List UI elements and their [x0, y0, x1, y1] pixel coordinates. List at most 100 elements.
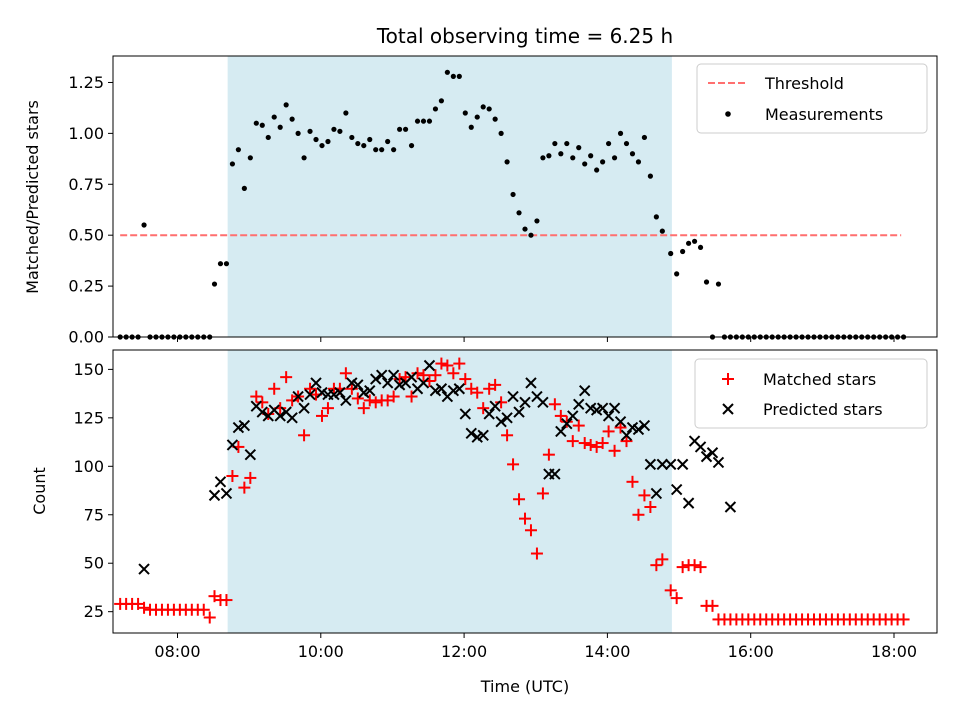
predicted-star-point — [477, 429, 489, 441]
predicted-star-point — [453, 383, 466, 395]
matched-star-point — [566, 435, 579, 448]
predicted-star-point — [614, 416, 627, 428]
measurement-point — [653, 214, 659, 220]
matched-star-point — [656, 553, 669, 566]
measurement-point — [715, 281, 722, 287]
predicted-star-point — [495, 416, 507, 428]
predicted-star-point — [602, 410, 615, 422]
y-tick-label: 50 — [84, 554, 104, 573]
matched-star-point — [369, 396, 382, 409]
measurement-point — [235, 147, 241, 153]
predicted-star-point — [620, 429, 633, 441]
predicted-star-point — [489, 400, 501, 412]
legend-predicted-label: Predicted stars — [763, 400, 883, 419]
measurement-point — [438, 98, 445, 104]
ratio-panel-y-axis-label: Matched/Predicted stars — [23, 100, 42, 294]
measurement-point — [480, 104, 486, 110]
matched-star-point — [620, 435, 633, 448]
predicted-star-point — [310, 377, 322, 389]
y-tick-label: 25 — [84, 602, 104, 621]
matched-star-point — [405, 390, 418, 403]
predicted-star-point — [644, 458, 657, 471]
predicted-star-point — [596, 402, 609, 414]
measurement-point — [325, 138, 331, 145]
measurement-point — [408, 142, 415, 149]
measurement-point — [391, 147, 397, 153]
predicted-star-point — [256, 406, 268, 418]
predicted-star-point — [525, 377, 537, 389]
matched-star-point — [602, 425, 615, 438]
matched-star-point — [238, 481, 251, 494]
measurement-point — [686, 240, 692, 246]
legend-predicted-swatch — [722, 403, 734, 415]
count-panel-frame — [112, 349, 938, 634]
measurement-point — [668, 250, 674, 257]
measurement-point — [534, 218, 540, 224]
y-tick-label: 75 — [84, 505, 104, 524]
measurement-point — [468, 124, 474, 130]
ratio-panel-legend-box — [696, 63, 928, 134]
matched-star-point — [357, 402, 370, 415]
count-panel-x-ticks: 08:00 10:00 12:00 14:00 16:00 18:00 — [154, 633, 917, 661]
matched-star-point — [501, 429, 514, 442]
measurement-point — [307, 128, 313, 134]
matched-star-point — [676, 561, 689, 574]
predicted-star-point — [208, 489, 221, 502]
measurement-point — [486, 106, 492, 112]
count-panel-y-axis-label: Count — [30, 467, 49, 515]
matched-star-point — [447, 367, 460, 380]
matched-star-point — [664, 584, 677, 597]
measurement-point — [546, 153, 552, 159]
measurement-point — [528, 232, 534, 238]
predicted-star-point — [352, 379, 364, 391]
measurement-point — [516, 210, 522, 216]
matched-star-point — [706, 599, 719, 612]
matched-star-point — [256, 396, 269, 409]
measurement-point — [247, 155, 253, 161]
matched-star-point — [339, 367, 352, 380]
measurement-point — [600, 159, 606, 165]
predicted-star-point — [405, 371, 418, 383]
legend-measurements-label: Measurements — [765, 105, 883, 124]
x-tick-label: 16:00 — [728, 642, 774, 661]
measurement-point — [456, 73, 462, 79]
matched-star-point — [298, 429, 311, 442]
measurement-point — [331, 126, 337, 132]
x-tick-label: 14:00 — [584, 642, 630, 661]
predicted-star-point — [292, 390, 304, 403]
predicted-star-point — [483, 408, 495, 420]
matched-star-point — [554, 409, 567, 422]
measurement-point — [277, 124, 283, 130]
matched-star-point — [280, 371, 293, 384]
measurement-point — [611, 155, 618, 161]
measurement-point — [402, 126, 409, 132]
measurement-point — [450, 73, 456, 79]
y-tick-label: 1.25 — [68, 73, 104, 92]
matched-star-point — [495, 396, 508, 409]
matched-star-point — [542, 448, 555, 461]
matched-star-point — [351, 392, 364, 405]
measurement-point — [629, 151, 636, 157]
measurement-point — [319, 142, 325, 149]
predicted-star-point — [537, 396, 549, 409]
measurement-point — [623, 140, 630, 147]
measurement-point — [241, 185, 247, 191]
x-tick-label: 08:00 — [154, 642, 200, 661]
predicted-star-point — [608, 402, 621, 414]
matched-star-point — [507, 458, 520, 471]
matched-star-point — [244, 471, 257, 484]
matched-star-point — [608, 444, 621, 457]
predicted-star-point — [238, 419, 251, 432]
matched-star-point — [220, 594, 233, 607]
predicted-star-point — [375, 369, 388, 381]
matched-star-point — [897, 613, 910, 626]
matched-star-point — [315, 409, 328, 422]
count-panel-data — [114, 357, 910, 626]
predicted-star-point — [304, 388, 316, 401]
matched-star-point — [345, 382, 358, 395]
predicted-star-point — [656, 458, 669, 471]
matched-star-point — [477, 402, 490, 415]
measurement-point — [552, 140, 558, 147]
matched-star-point — [250, 390, 263, 403]
predicted-star-point — [334, 386, 346, 399]
